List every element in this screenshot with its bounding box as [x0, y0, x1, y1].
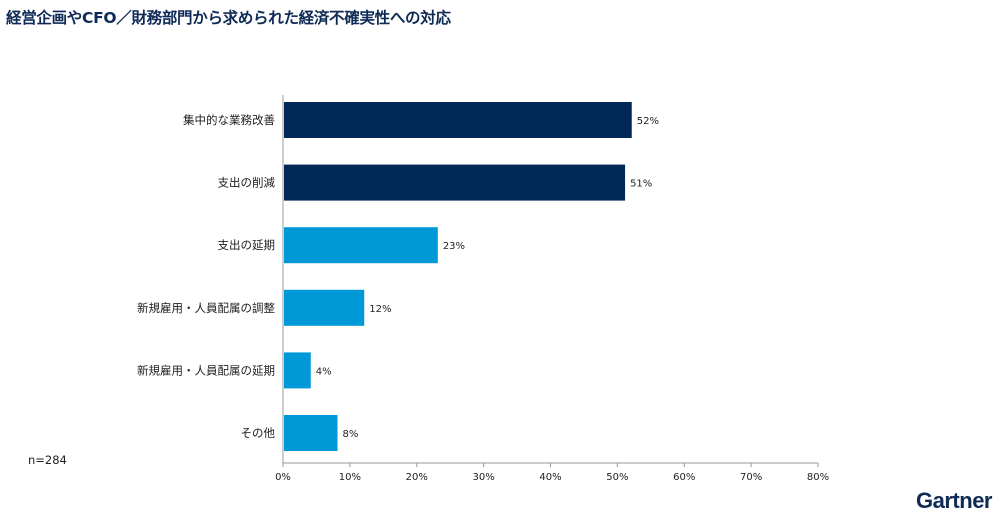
x-tick-label: 0%	[275, 472, 291, 483]
data-label: 51%	[630, 179, 652, 190]
category-label: 新規雇用・人員配属の調整	[137, 301, 275, 315]
x-tick-label: 70%	[740, 472, 762, 483]
category-label: 集中的な業務改善	[183, 113, 275, 127]
sample-size-note: n=284	[28, 453, 67, 467]
category-label: その他	[241, 426, 276, 440]
x-tick-label: 20%	[406, 472, 428, 483]
gartner-logo: Gartner	[916, 488, 992, 513]
chart-title: 経営企画やCFO／財務部門から求められた経済不確実性への対応	[6, 9, 451, 27]
bar	[284, 227, 438, 264]
bar	[284, 289, 365, 326]
category-label: 新規雇用・人員配属の延期	[137, 363, 275, 377]
x-tick-label: 10%	[339, 472, 361, 483]
category-label: 支出の延期	[218, 238, 276, 252]
data-label: 8%	[343, 429, 359, 440]
category-label: 支出の削減	[218, 176, 276, 190]
data-label: 52%	[637, 116, 659, 127]
bar	[284, 164, 626, 201]
bar	[284, 415, 338, 451]
data-label: 12%	[369, 304, 391, 315]
bar	[284, 102, 632, 138]
x-tick-label: 80%	[807, 472, 829, 483]
bar	[284, 352, 311, 389]
x-tick-label: 60%	[673, 472, 695, 483]
x-tick-label: 30%	[473, 472, 495, 483]
x-tick-label: 40%	[539, 472, 561, 483]
data-label: 23%	[443, 241, 465, 252]
data-label: 4%	[316, 366, 332, 377]
x-tick-label: 50%	[606, 472, 628, 483]
